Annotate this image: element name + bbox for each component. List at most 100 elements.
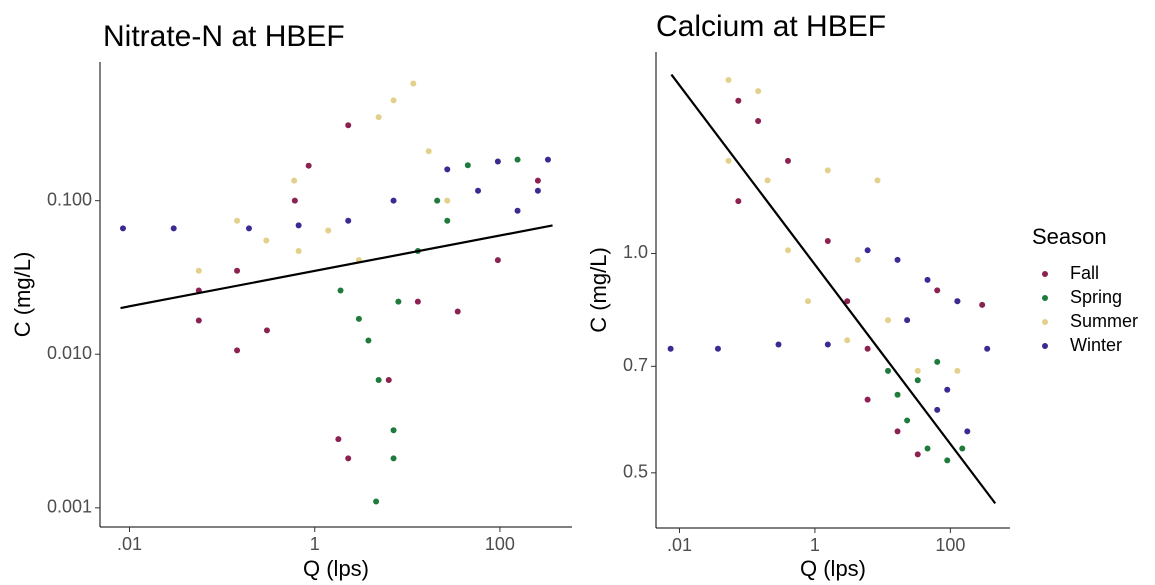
- point: [410, 80, 417, 87]
- point: [195, 317, 202, 324]
- point: [725, 157, 732, 164]
- point: [534, 177, 541, 184]
- point: [784, 247, 791, 254]
- point: [964, 428, 971, 435]
- point: [979, 301, 986, 308]
- point: [914, 451, 921, 458]
- point: [514, 207, 521, 214]
- point: [775, 341, 782, 348]
- point: [904, 417, 911, 424]
- point: [984, 345, 991, 352]
- point: [355, 315, 362, 322]
- point: [373, 498, 380, 505]
- point: [735, 97, 742, 104]
- point: [864, 247, 871, 254]
- point: [385, 376, 392, 383]
- point: [944, 386, 951, 393]
- point: [390, 427, 397, 434]
- point: [894, 428, 901, 435]
- point: [375, 114, 382, 121]
- point: [375, 376, 382, 383]
- x-axis-label: Q (lps): [800, 556, 866, 581]
- point: [444, 217, 451, 224]
- point: [325, 227, 332, 234]
- point: [234, 347, 241, 354]
- point: [345, 217, 352, 224]
- point: [934, 358, 941, 365]
- legend-marker: [1042, 319, 1048, 325]
- point: [475, 187, 482, 194]
- point: [824, 238, 831, 245]
- point: [434, 197, 441, 204]
- legend-label: Winter: [1070, 335, 1122, 355]
- point: [234, 217, 241, 224]
- point: [894, 256, 901, 263]
- point: [514, 156, 521, 163]
- point: [365, 337, 372, 344]
- point: [844, 298, 851, 305]
- legend-label: Fall: [1070, 263, 1099, 283]
- y-tick-label: 0.7: [623, 355, 648, 375]
- point: [667, 345, 674, 352]
- x-tick-label: 1: [310, 534, 320, 554]
- point: [534, 187, 541, 194]
- fit-line: [670, 73, 997, 505]
- point: [884, 367, 891, 374]
- legend-marker: [1042, 343, 1048, 349]
- y-tick-label: 0.5: [623, 462, 648, 482]
- legend-label: Spring: [1070, 287, 1122, 307]
- point: [904, 317, 911, 324]
- point: [864, 396, 871, 403]
- point: [934, 287, 941, 294]
- point: [914, 377, 921, 384]
- x-axis-label: Q (lps): [303, 556, 369, 581]
- point: [959, 445, 966, 452]
- x-tick-label: 1: [810, 535, 820, 555]
- point: [924, 445, 931, 452]
- point: [395, 298, 402, 305]
- y-tick-label: 0.100: [47, 189, 92, 209]
- y-tick-label: 0.010: [47, 343, 92, 363]
- point: [874, 177, 881, 184]
- x-tick-label: .01: [667, 535, 692, 555]
- point: [295, 248, 302, 255]
- point: [335, 436, 342, 443]
- point: [824, 167, 831, 174]
- point: [755, 117, 762, 124]
- point: [884, 317, 891, 324]
- point: [864, 345, 871, 352]
- point: [390, 97, 397, 104]
- chart-title: Nitrate-N at HBEF: [103, 20, 345, 53]
- point: [714, 345, 721, 352]
- point: [784, 157, 791, 164]
- point: [934, 406, 941, 413]
- point: [305, 162, 312, 169]
- point: [263, 327, 270, 334]
- point: [854, 256, 861, 263]
- x-tick-label: .01: [117, 534, 142, 554]
- point: [494, 257, 501, 264]
- point: [894, 391, 901, 398]
- point: [291, 177, 298, 184]
- y-tick-label: 1.0: [623, 242, 648, 262]
- point: [804, 298, 811, 305]
- point: [263, 237, 270, 244]
- legend-title: Season: [1032, 224, 1107, 249]
- point: [345, 455, 352, 462]
- y-tick-label: 0.001: [47, 497, 92, 517]
- point: [544, 156, 551, 163]
- point: [824, 341, 831, 348]
- point: [337, 287, 344, 294]
- point: [390, 197, 397, 204]
- point: [954, 298, 961, 305]
- point: [755, 88, 762, 95]
- point: [454, 308, 461, 315]
- point: [444, 166, 451, 173]
- point: [245, 225, 252, 232]
- point: [914, 367, 921, 374]
- fit-line: [120, 224, 553, 310]
- point: [295, 222, 302, 229]
- point: [195, 267, 202, 274]
- point: [764, 177, 771, 184]
